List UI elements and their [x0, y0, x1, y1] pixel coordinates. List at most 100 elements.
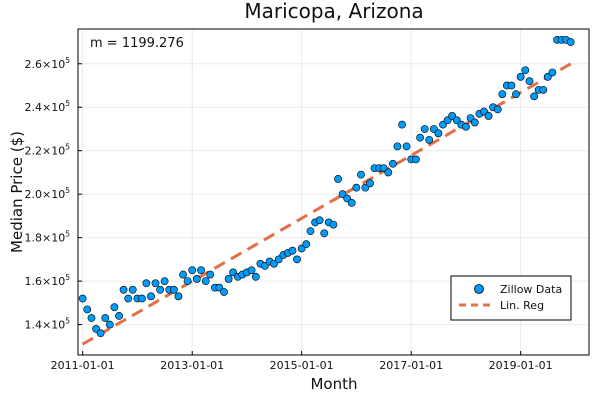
data-point — [174, 292, 183, 301]
data-point — [115, 311, 123, 320]
data-point — [420, 125, 429, 133]
data-point — [512, 90, 520, 99]
data-point — [498, 90, 507, 99]
data-point — [192, 275, 201, 283]
data-point — [101, 314, 110, 322]
y-tick-label: 2.2×105 — [25, 143, 71, 158]
scatter-series — [78, 35, 575, 338]
y-tick-label: 2.0×105 — [25, 186, 71, 201]
y-tick-mantissa: 2.4×10 — [25, 101, 66, 114]
data-point — [366, 179, 374, 188]
y-axis-label: Median Price ($) — [8, 131, 26, 253]
y-tick-exponent: 5 — [65, 56, 70, 65]
slope-annotation: m = 1199.276 — [90, 36, 184, 51]
y-tick-exponent: 5 — [65, 317, 70, 326]
data-point — [525, 77, 534, 86]
legend-label-linreg: Lin. Reg — [500, 299, 544, 312]
legend: Zillow Data Lin. Reg — [450, 275, 572, 321]
data-point — [206, 270, 215, 279]
data-point — [247, 266, 256, 275]
data-point — [183, 277, 192, 286]
y-tick-exponent: 5 — [65, 186, 70, 195]
data-point — [434, 129, 443, 138]
y-tick-mantissa: 2.0×10 — [25, 188, 66, 201]
y-tick-label: 2.4×105 — [25, 99, 71, 114]
data-point — [151, 279, 160, 288]
data-point — [288, 246, 297, 255]
x-tick-label: 2019-01-01 — [489, 359, 553, 372]
data-point — [302, 240, 311, 249]
data-point — [389, 159, 397, 168]
y-tick-mantissa: 2.6×10 — [25, 58, 66, 71]
data-point — [507, 81, 516, 90]
data-point — [124, 294, 133, 303]
data-point — [462, 122, 470, 131]
data-point — [105, 320, 114, 329]
data-point — [398, 120, 406, 129]
x-tick-label: 2017-01-01 — [379, 359, 443, 372]
y-tick-exponent: 5 — [65, 99, 70, 108]
data-point — [484, 112, 493, 120]
data-point — [306, 227, 315, 236]
data-point — [393, 142, 402, 151]
data-point — [493, 105, 502, 114]
data-point — [156, 285, 165, 294]
data-point — [320, 229, 329, 238]
y-tick-exponent: 5 — [65, 273, 70, 282]
data-point — [87, 314, 96, 322]
data-point — [539, 85, 548, 94]
data-point — [220, 288, 228, 296]
data-point — [347, 198, 356, 207]
data-point — [251, 272, 260, 281]
data-point — [521, 66, 530, 75]
data-point — [160, 277, 169, 286]
data-point — [142, 279, 151, 288]
data-point — [416, 133, 424, 142]
data-point — [352, 183, 361, 192]
plot-frame — [77, 28, 590, 356]
chart-title: Maricopa, Arizona — [244, 0, 423, 23]
y-tick-label: 1.4×105 — [25, 317, 71, 332]
data-point — [128, 285, 137, 294]
y-tick-mantissa: 1.6×10 — [25, 275, 66, 288]
data-point — [78, 294, 87, 303]
y-tick-exponent: 5 — [65, 230, 70, 239]
data-point — [357, 170, 365, 179]
data-point — [530, 92, 539, 101]
data-point — [110, 303, 119, 312]
x-tick-labels: 2011-01-01 2013-01-01 2015-01-01 2017-01-01… — [51, 351, 553, 372]
data-point — [119, 285, 128, 294]
data-point — [425, 135, 434, 144]
data-point — [83, 305, 92, 314]
x-tick-label: 2013-01-01 — [160, 359, 224, 372]
y-tick-label: 2.6×105 — [25, 56, 71, 71]
x-axis-label: Month — [310, 375, 357, 393]
data-point — [548, 68, 557, 77]
data-point — [170, 285, 178, 294]
data-point — [411, 155, 420, 164]
data-point — [334, 175, 342, 183]
data-point — [197, 266, 205, 275]
x-tick-label: 2011-01-01 — [51, 359, 115, 372]
data-point — [402, 142, 411, 151]
data-point — [224, 275, 233, 283]
data-point — [293, 255, 301, 264]
y-tick-mantissa: 2.2×10 — [25, 145, 66, 158]
data-point — [96, 329, 105, 338]
y-tick-exponent: 5 — [65, 143, 70, 152]
y-tick-mantissa: 1.8×10 — [25, 232, 66, 245]
y-tick-label: 1.6×105 — [25, 273, 71, 288]
data-point — [329, 220, 338, 229]
data-point — [566, 38, 575, 46]
data-point — [470, 118, 479, 127]
data-point — [384, 168, 393, 177]
y-tick-labels: 1.4×1051.6×1051.8×1052.0×1052.2×1052.4×1… — [25, 56, 82, 332]
data-point — [516, 72, 525, 81]
y-tick-label: 1.8×105 — [25, 230, 71, 245]
data-point — [201, 277, 210, 286]
data-point — [188, 266, 197, 275]
data-point — [138, 294, 146, 303]
data-point — [315, 216, 324, 225]
data-point — [179, 270, 187, 279]
